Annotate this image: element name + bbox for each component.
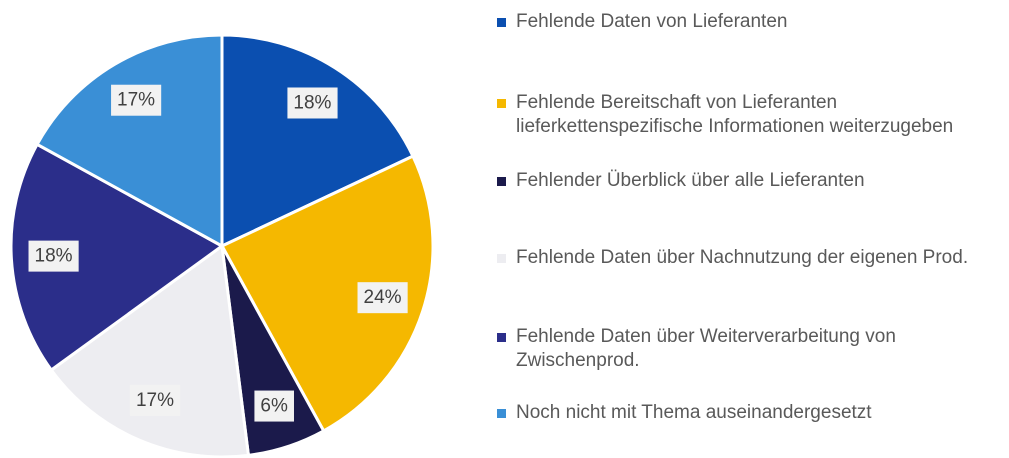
data-label-bg (111, 84, 162, 116)
legend-swatch (497, 18, 506, 27)
legend-swatch (497, 254, 506, 263)
legend-label: Noch nicht mit Thema auseinandergesetzt (516, 402, 872, 423)
data-label: 18% (35, 246, 73, 267)
data-label-bg (254, 390, 294, 422)
data-label-group: 18% (287, 87, 338, 119)
data-label-group: 6% (254, 390, 294, 422)
pie-slice (49, 243, 251, 458)
data-label-group: 17% (129, 384, 181, 416)
legend-label: Fehlende Daten über Weiterverarbeitung v… (516, 326, 896, 371)
data-label-bg (28, 240, 79, 272)
pie-area: 18% 24% 6% 17% 18% 17% (9, 33, 435, 458)
data-label: 18% (293, 92, 331, 113)
pie-slice (220, 33, 415, 249)
legend-item: Noch nicht mit Thema auseinandergesetzt (497, 401, 1002, 425)
data-label-bg (287, 87, 338, 119)
legend-label: Fehlende Daten über Nachnutzung der eige… (516, 247, 969, 268)
legend-label: Fehlende Daten von Lieferanten (516, 11, 788, 32)
data-label: 24% (364, 287, 402, 308)
legend-swatch (497, 333, 506, 342)
legend-label: Fehlende Bereitschaft von Lieferanten li… (516, 92, 954, 137)
legend-label: Fehlender Überblick über alle Lieferante… (516, 170, 865, 191)
data-label: 17% (136, 390, 174, 411)
legend-item: Fehlende Daten über Nachnutzung der eige… (497, 246, 1002, 270)
data-label-group: 18% (28, 240, 79, 272)
pie-slice (219, 154, 435, 433)
legend-swatch (497, 409, 506, 418)
legend-item: Fehlender Überblick über alle Lieferante… (497, 169, 1002, 193)
data-label-bg (129, 384, 181, 416)
data-label-bg (357, 282, 408, 314)
pie-slice (9, 142, 225, 373)
legend-swatch (497, 99, 506, 108)
data-label-group: 17% (111, 84, 162, 116)
legend-swatch (497, 177, 506, 186)
legend-item: Fehlende Daten über Weiterverarbeitung v… (497, 325, 1002, 373)
data-label: 6% (260, 396, 288, 417)
legend-item: Fehlende Daten von Lieferanten (497, 10, 1002, 34)
data-label: 17% (117, 90, 155, 111)
pie-slice (35, 33, 224, 249)
data-label-group: 24% (357, 282, 408, 314)
legend-item: Fehlende Bereitschaft von Lieferanten li… (497, 91, 1002, 139)
